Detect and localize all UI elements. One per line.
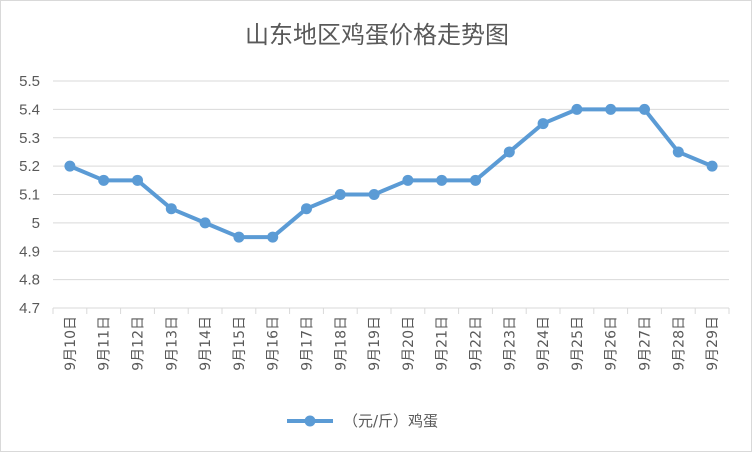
data-point (199, 217, 211, 229)
data-point (571, 103, 583, 115)
x-tick-label: 9月23日 (502, 316, 518, 371)
x-tick-label: 9月13日 (164, 316, 180, 371)
y-tick-label: 5.2 (19, 158, 40, 175)
y-tick-label: 4.8 (19, 272, 40, 289)
x-tick-label: 9月24日 (536, 316, 552, 371)
chart-title: 山东地区鸡蛋价格走势图 (245, 21, 509, 49)
x-tick-label: 9月11日 (97, 316, 113, 371)
y-tick-label: 5.3 (19, 130, 40, 147)
x-tick-label: 9月19日 (367, 316, 383, 371)
data-point (436, 174, 448, 186)
x-tick-label: 9月10日 (63, 316, 79, 371)
data-point (267, 231, 279, 243)
y-tick-label: 4.9 (19, 243, 40, 260)
y-tick-label: 5.5 (19, 73, 40, 90)
x-tick-label: 9月22日 (469, 316, 485, 371)
data-point (503, 146, 515, 158)
x-tick-label: 9月25日 (570, 316, 586, 371)
x-tick-label: 9月16日 (266, 316, 282, 371)
data-point (470, 174, 481, 186)
x-tick-label: 9月20日 (401, 316, 417, 371)
legend-marker (304, 415, 316, 427)
x-tick-label: 9月21日 (435, 316, 451, 371)
data-point (334, 189, 346, 200)
y-tick-label: 5.4 (19, 101, 40, 118)
x-tick-label: 9月17日 (300, 316, 316, 371)
x-tick-label: 9月28日 (671, 316, 687, 371)
data-point (64, 160, 76, 172)
x-tick-label: 9月14日 (198, 316, 214, 371)
data-point (706, 160, 718, 172)
data-point (639, 103, 650, 115)
y-tick-label: 5.1 (19, 187, 40, 204)
y-tick-label: 5 (32, 215, 40, 232)
data-point (98, 174, 110, 186)
data-point (537, 118, 549, 130)
legend-label: （元/斤）鸡蛋 (343, 412, 438, 430)
x-tick-label: 9月29日 (705, 316, 721, 371)
data-point (165, 203, 177, 215)
x-tick-label: 9月26日 (604, 316, 620, 371)
x-tick-label: 9月12日 (131, 316, 147, 371)
x-tick-label: 9月15日 (232, 316, 248, 371)
x-tick-label: 9月18日 (333, 316, 349, 371)
legend: （元/斤）鸡蛋 (287, 412, 438, 430)
data-point (368, 189, 380, 200)
data-point (402, 174, 414, 186)
y-tick-label: 4.7 (19, 300, 40, 317)
data-point (301, 203, 312, 215)
x-tick-label: 9月27日 (638, 316, 654, 371)
data-point (672, 146, 684, 158)
data-point (605, 103, 617, 115)
series-line (69, 107, 713, 240)
data-point (132, 174, 143, 186)
data-point (233, 231, 245, 243)
